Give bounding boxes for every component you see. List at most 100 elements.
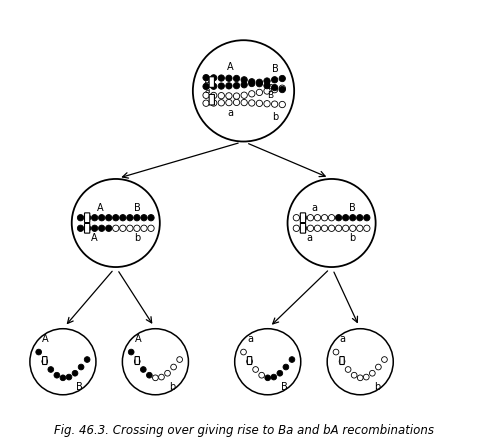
Text: b: b	[169, 382, 175, 392]
Circle shape	[241, 77, 247, 83]
Circle shape	[356, 215, 363, 221]
Circle shape	[321, 225, 328, 231]
Circle shape	[77, 225, 84, 231]
Circle shape	[92, 225, 98, 231]
Circle shape	[233, 99, 240, 106]
Circle shape	[54, 372, 60, 378]
Text: B: B	[133, 203, 140, 214]
Circle shape	[72, 370, 78, 376]
Circle shape	[350, 215, 356, 221]
Circle shape	[134, 359, 140, 364]
Circle shape	[218, 92, 225, 99]
Text: Fig. 46.3. Crossing over giving rise to Ba and bA recombinations: Fig. 46.3. Crossing over giving rise to …	[54, 425, 433, 438]
Circle shape	[120, 225, 126, 231]
Circle shape	[253, 367, 259, 372]
Text: b: b	[350, 232, 356, 243]
Circle shape	[279, 85, 285, 91]
Circle shape	[271, 101, 278, 107]
Text: A: A	[91, 232, 97, 243]
FancyBboxPatch shape	[209, 77, 214, 87]
Circle shape	[259, 372, 264, 378]
Circle shape	[226, 93, 232, 99]
Circle shape	[293, 225, 300, 231]
Circle shape	[248, 80, 255, 87]
Circle shape	[248, 78, 255, 85]
Circle shape	[128, 349, 134, 355]
Circle shape	[148, 215, 154, 221]
FancyBboxPatch shape	[247, 356, 252, 364]
Circle shape	[210, 83, 217, 90]
Circle shape	[363, 374, 369, 380]
Circle shape	[210, 100, 217, 106]
Circle shape	[382, 357, 387, 363]
Circle shape	[78, 364, 84, 370]
Circle shape	[218, 75, 225, 81]
Circle shape	[314, 225, 320, 231]
Circle shape	[84, 357, 90, 363]
Circle shape	[112, 215, 119, 221]
Circle shape	[300, 215, 307, 221]
Circle shape	[265, 375, 271, 381]
Circle shape	[98, 225, 105, 231]
Text: A: A	[227, 62, 234, 72]
Circle shape	[140, 367, 146, 372]
Circle shape	[271, 87, 278, 93]
Circle shape	[165, 370, 170, 376]
Circle shape	[233, 93, 240, 99]
Circle shape	[264, 83, 270, 89]
Circle shape	[127, 225, 133, 231]
Circle shape	[210, 92, 217, 99]
Circle shape	[289, 357, 295, 363]
Circle shape	[48, 367, 54, 372]
Circle shape	[271, 84, 278, 91]
Circle shape	[277, 370, 282, 376]
Circle shape	[328, 225, 335, 231]
FancyBboxPatch shape	[340, 356, 344, 364]
Circle shape	[241, 349, 246, 355]
Circle shape	[248, 91, 255, 97]
Circle shape	[271, 77, 278, 83]
Text: B: B	[349, 203, 356, 214]
Text: a: a	[227, 108, 233, 118]
Circle shape	[279, 87, 285, 93]
Circle shape	[134, 215, 140, 221]
Circle shape	[364, 225, 370, 231]
Text: B: B	[272, 64, 279, 74]
Circle shape	[351, 372, 357, 378]
Text: B: B	[281, 382, 288, 392]
Circle shape	[279, 101, 285, 107]
FancyBboxPatch shape	[300, 213, 306, 223]
Circle shape	[336, 225, 342, 231]
Circle shape	[256, 79, 262, 86]
Circle shape	[293, 215, 300, 221]
Text: b: b	[267, 82, 273, 91]
Text: a: a	[312, 203, 318, 214]
Circle shape	[370, 370, 375, 376]
Circle shape	[256, 100, 262, 107]
Circle shape	[241, 99, 247, 106]
Text: a: a	[307, 232, 313, 243]
Circle shape	[98, 215, 105, 221]
Circle shape	[203, 83, 209, 90]
FancyBboxPatch shape	[300, 223, 306, 233]
Circle shape	[210, 74, 217, 81]
Text: B: B	[267, 91, 273, 100]
Text: A: A	[134, 334, 141, 344]
Circle shape	[177, 357, 183, 363]
Circle shape	[241, 82, 247, 88]
Circle shape	[60, 375, 66, 381]
Circle shape	[279, 75, 285, 82]
Circle shape	[339, 359, 345, 364]
FancyBboxPatch shape	[85, 223, 90, 233]
Circle shape	[203, 92, 209, 99]
Text: a: a	[339, 334, 346, 344]
Circle shape	[66, 374, 72, 380]
Circle shape	[141, 225, 147, 231]
Circle shape	[134, 225, 140, 231]
Circle shape	[42, 359, 48, 364]
Text: a: a	[205, 87, 210, 95]
Circle shape	[233, 75, 240, 82]
Circle shape	[106, 215, 112, 221]
Circle shape	[203, 74, 209, 81]
FancyBboxPatch shape	[42, 356, 47, 364]
